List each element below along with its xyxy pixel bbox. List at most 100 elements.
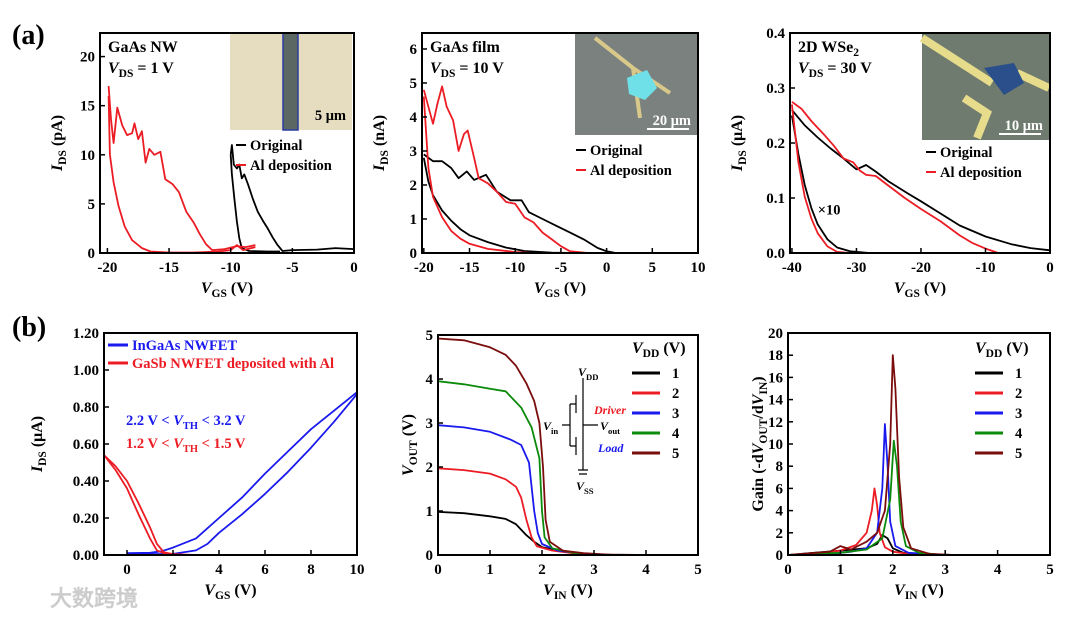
inset-micrograph: 20 μm	[575, 33, 697, 135]
x-tick-label: 3	[590, 562, 598, 578]
y-tick-label: 3	[410, 144, 418, 160]
y-tick-label: 4	[410, 110, 418, 126]
wse2-flake	[984, 63, 1024, 95]
panel-title-line: VDS = 1 V	[108, 60, 174, 80]
x-tick-label: -40	[782, 260, 802, 276]
x-tick-label: -5	[555, 260, 568, 276]
chart-panel-3: 10 μm -40 -30 -20 -10 0 0.0 0.1 0.2 0.3 0.4 VGS (V)…	[729, 26, 1054, 300]
x-tick-label: 0	[1046, 260, 1054, 276]
legend-label: 2	[672, 386, 679, 402]
y-tick-label: 20	[80, 50, 95, 66]
series-line-al-deposition	[791, 101, 999, 254]
legend-label: Original	[940, 145, 992, 161]
x-tick-label: 4	[642, 562, 650, 578]
circuit-vout-label: Vout	[600, 419, 620, 436]
y-axis-label: Gain (-dVOUT/dVIN)	[750, 376, 770, 511]
y-tick-label: 10	[80, 148, 95, 164]
threshold-voltage-annotation: 1.2 V < VTH < 1.5 V	[126, 436, 246, 455]
x-tick-label: -15	[460, 260, 480, 276]
panel-title-line: VDS = 10 V	[430, 60, 504, 80]
x-tick-label: 1	[486, 562, 494, 578]
y-tick-label: 14	[768, 393, 784, 409]
series-line-original	[791, 109, 1051, 252]
x-tick-label: 4	[994, 562, 1002, 578]
legend-label: Al deposition	[590, 163, 672, 179]
scale-bar-label: 5 μm	[315, 108, 346, 124]
y-tick-label: 2	[426, 460, 434, 476]
x-tick-label: 0	[784, 562, 792, 578]
series-line-2	[787, 487, 946, 556]
x-tick-label: 6	[261, 562, 269, 578]
x-tick-label: 5	[694, 562, 702, 578]
y-tick-label: 8	[776, 459, 784, 475]
x-tick-label: 2	[538, 562, 546, 578]
x-tick-label: -5	[286, 260, 299, 276]
y-tick-label: 0	[410, 246, 418, 262]
film-flake	[627, 70, 657, 100]
legend-title: VDD (V)	[975, 340, 1029, 360]
x-tick-label: -20	[911, 260, 931, 276]
y-tick-label: 0.0	[766, 246, 785, 262]
x-tick-label: -20	[414, 260, 434, 276]
plot-frame	[787, 332, 1051, 556]
plot-frame	[99, 32, 355, 254]
x-tick-label: 0	[434, 562, 442, 578]
inverter-circuit-diagram	[562, 378, 598, 475]
panel-title-line: GaAs film	[430, 39, 500, 56]
scale-factor-annotation: ×10	[818, 203, 841, 219]
chart-panel-4: 0 2 4 6 8 10 0.00 0.20 0.40 0.60 0.80 1.00 1.20 VGS (…	[29, 326, 365, 602]
circuit-vin-label: Vin	[543, 419, 558, 436]
x-tick-label: -15	[159, 260, 179, 276]
legend-label: 5	[1015, 446, 1022, 462]
x-tick-label: 5	[649, 260, 657, 276]
x-tick-label: 3	[941, 562, 949, 578]
x-axis-label: VGS (V)	[534, 280, 586, 300]
chart-panel-2: 20 μm -20 -15 -10 -5 0 5 10 0 1 2 3 4 5 6 VGS (V) IDS (n…	[371, 32, 706, 300]
y-tick-label: 6	[410, 42, 418, 58]
legend-label: 5	[672, 446, 679, 462]
y-tick-label: 2	[776, 526, 784, 542]
series-line-3	[787, 423, 946, 556]
circuit-vdd-label: VDD	[578, 365, 598, 382]
legend-label: Original	[250, 138, 302, 154]
series-line-5	[787, 354, 956, 556]
y-tick-label: 0.3	[766, 81, 785, 97]
chart-panel-1: 5 μm -20 -15 -10 -5 0 0 5 10 15 20 VGS (V) IDS (pA) G…	[49, 32, 358, 300]
x-tick-label: -10	[505, 260, 525, 276]
y-tick-label: 10	[768, 437, 783, 453]
panel-title-line: VDS = 30 V	[798, 60, 872, 80]
y-tick-label: 3	[426, 416, 434, 432]
scale-bar-label: 10 μm	[1005, 118, 1043, 134]
legend-title: VDD (V)	[632, 340, 686, 360]
x-axis-label: VGS (V)	[894, 280, 946, 300]
x-tick-label: 1	[837, 562, 845, 578]
y-tick-label: 5	[88, 197, 96, 213]
x-axis-label: VGS (V)	[204, 582, 256, 602]
series-line-gasb-nwfet-deposited-with-al-reverse-	[103, 454, 185, 556]
series-line-2	[437, 467, 698, 556]
x-axis-label: VIN (V)	[543, 582, 593, 602]
y-tick-label: 12	[768, 415, 783, 431]
series-line-original-reverse-	[791, 115, 870, 254]
y-tick-label: 0	[776, 548, 784, 564]
y-axis-label: IDS (μA)	[29, 416, 49, 473]
x-tick-label: -20	[97, 260, 117, 276]
circuit-load-label: Load	[597, 441, 624, 455]
y-tick-label: 0.40	[73, 474, 99, 490]
legend-label: InGaAs NWFET	[132, 338, 237, 354]
y-tick-label: 1.20	[73, 326, 99, 342]
x-tick-label: 5	[1046, 562, 1054, 578]
y-tick-label: 4	[776, 504, 784, 520]
x-tick-label: 8	[307, 562, 315, 578]
x-tick-label: -10	[975, 260, 995, 276]
y-axis-label: IDS (pA)	[49, 115, 69, 172]
panel-title-line: GaAs NW	[108, 39, 178, 56]
series-line-1	[437, 511, 698, 556]
threshold-voltage-annotation: 2.2 V < VTH < 3.2 V	[126, 413, 246, 432]
series-line-al-deposition	[107, 85, 256, 251]
series-line-original-reverse-	[422, 157, 580, 254]
y-tick-label: 6	[776, 481, 784, 497]
y-tick-label: 0.4	[766, 26, 785, 42]
y-tick-label: 1	[426, 504, 434, 520]
circuit-vss-label: VSS	[576, 479, 594, 496]
